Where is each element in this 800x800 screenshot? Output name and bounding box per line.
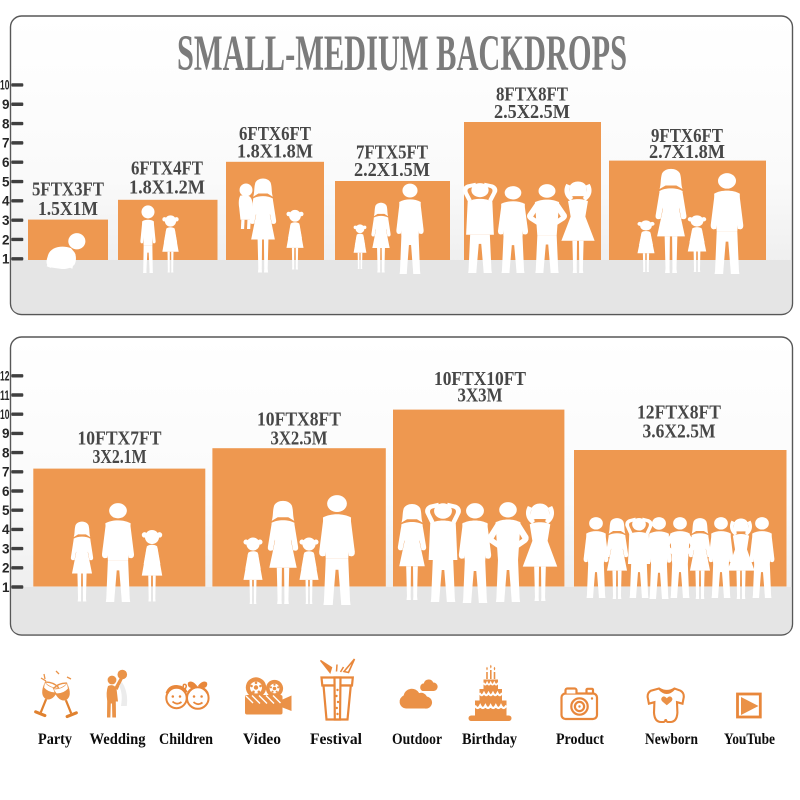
svg-text:6FTX4FT: 6FTX4FT	[131, 158, 204, 180]
svg-text:9: 9	[2, 97, 10, 112]
svg-text:12FTX8FT: 12FTX8FT	[637, 402, 722, 424]
svg-text:Video: Video	[243, 731, 281, 748]
svg-text:5: 5	[2, 174, 10, 189]
svg-text:2: 2	[2, 232, 10, 247]
svg-text:9: 9	[2, 426, 10, 441]
svg-text:10FTX10FT: 10FTX10FT	[434, 368, 527, 390]
svg-text:7FTX5FT: 7FTX5FT	[356, 141, 429, 163]
svg-text:SMALL-MEDIUM BACKDROPS: SMALL-MEDIUM BACKDROPS	[177, 26, 627, 82]
svg-text:3X3M: 3X3M	[458, 385, 503, 407]
svg-text:3X2.1M: 3X2.1M	[93, 446, 147, 468]
svg-text:2: 2	[2, 561, 10, 576]
svg-text:1: 1	[2, 252, 10, 267]
svg-text:6FTX6FT: 6FTX6FT	[239, 123, 312, 145]
svg-text:3.6X2.5M: 3.6X2.5M	[643, 421, 716, 443]
svg-text:Wedding: Wedding	[90, 731, 146, 748]
svg-text:2.5X2.5M: 2.5X2.5M	[494, 101, 570, 123]
svg-text:10: 10	[0, 78, 10, 93]
svg-text:2.7X1.8M: 2.7X1.8M	[649, 141, 725, 163]
svg-text:12: 12	[0, 369, 10, 384]
svg-text:7: 7	[2, 465, 10, 480]
svg-text:1.5X1M: 1.5X1M	[38, 198, 98, 220]
svg-text:3X2.5M: 3X2.5M	[271, 428, 328, 450]
svg-text:8: 8	[2, 116, 10, 131]
svg-text:5FTX3FT: 5FTX3FT	[32, 179, 105, 201]
svg-text:1.8X1.8M: 1.8X1.8M	[237, 140, 313, 162]
svg-text:YouTube: YouTube	[724, 731, 775, 748]
svg-text:8: 8	[2, 445, 10, 460]
svg-text:11: 11	[0, 388, 10, 403]
svg-text:9FTX6FT: 9FTX6FT	[651, 125, 724, 147]
svg-text:6: 6	[2, 484, 10, 499]
svg-text:Outdoor: Outdoor	[392, 731, 442, 748]
svg-text:2.2X1.5M: 2.2X1.5M	[354, 159, 430, 181]
svg-text:7: 7	[2, 136, 10, 151]
svg-text:10FTX7FT: 10FTX7FT	[78, 428, 163, 450]
svg-text:1: 1	[2, 580, 10, 595]
svg-text:10FTX8FT: 10FTX8FT	[257, 409, 342, 431]
svg-text:1.8X1.2M: 1.8X1.2M	[129, 177, 205, 199]
svg-text:6: 6	[2, 155, 10, 170]
svg-text:Party: Party	[38, 731, 72, 748]
svg-text:4: 4	[2, 522, 10, 537]
svg-text:Festival: Festival	[310, 731, 363, 748]
svg-text:3: 3	[2, 213, 10, 228]
svg-text:Newborn: Newborn	[645, 731, 698, 748]
svg-text:10: 10	[0, 407, 10, 422]
svg-text:Children: Children	[159, 731, 213, 748]
svg-text:8FTX8FT: 8FTX8FT	[496, 84, 569, 106]
svg-text:4: 4	[2, 194, 10, 209]
svg-text:5: 5	[2, 503, 10, 518]
svg-text:Product: Product	[556, 731, 605, 748]
svg-text:3: 3	[2, 541, 10, 556]
svg-text:Birthday: Birthday	[462, 731, 517, 748]
